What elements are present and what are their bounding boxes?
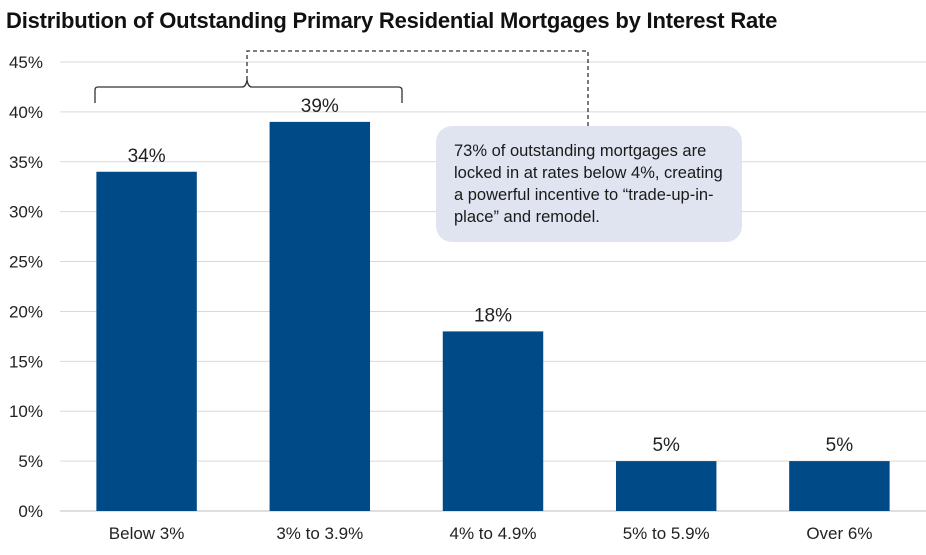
annotation-brackets <box>94 50 589 126</box>
x-tick-label: Over 6% <box>806 524 872 543</box>
curly-bracket <box>94 79 403 103</box>
bar <box>615 461 717 511</box>
y-tick-label: 5% <box>18 452 43 471</box>
data-label: 18% <box>474 305 512 326</box>
dashed-connector <box>246 50 589 126</box>
bars <box>96 121 890 511</box>
data-label: 39% <box>301 96 339 117</box>
data-label: 34% <box>128 146 166 167</box>
y-tick-label: 25% <box>9 253 43 272</box>
chart-title: Distribution of Outstanding Primary Resi… <box>6 8 778 33</box>
annotation-callout: 73% of outstanding mortgages are locked … <box>436 126 742 242</box>
bar <box>442 331 544 511</box>
x-axis-ticks: Below 3% 3% to 3.9% 4% to 4.9% 5% to 5.9% Ov… <box>109 524 873 543</box>
x-tick-label: Below 3% <box>109 524 185 543</box>
y-tick-label: 30% <box>9 203 43 222</box>
y-tick-label: 20% <box>9 302 43 321</box>
y-tick-label: 45% <box>9 53 43 72</box>
x-tick-label: 5% to 5.9% <box>623 524 710 543</box>
data-label: 5% <box>826 435 854 456</box>
y-axis-ticks: 0% 5% 10% 15% 20% 25% 30% 35% 40% 45% <box>9 53 43 521</box>
data-labels: 34% 39% 18% 5% 5% <box>128 96 854 456</box>
x-tick-label: 3% to 3.9% <box>276 524 363 543</box>
y-tick-label: 40% <box>9 103 43 122</box>
bar <box>96 171 197 511</box>
y-tick-label: 0% <box>18 502 43 521</box>
y-tick-label: 10% <box>9 402 43 421</box>
x-tick-label: 4% to 4.9% <box>450 524 537 543</box>
bar <box>789 461 890 511</box>
bar <box>269 121 371 511</box>
y-tick-label: 35% <box>9 153 43 172</box>
y-tick-label: 15% <box>9 352 43 371</box>
data-label: 5% <box>652 435 680 456</box>
